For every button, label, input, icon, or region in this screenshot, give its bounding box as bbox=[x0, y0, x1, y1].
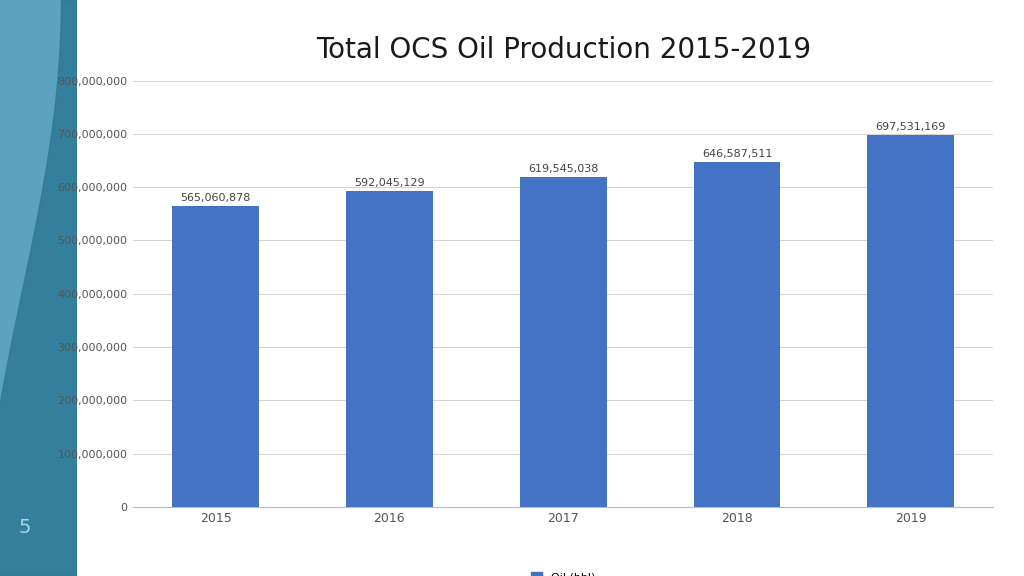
Text: 592,045,129: 592,045,129 bbox=[354, 178, 425, 188]
Bar bbox=[693, 162, 780, 507]
Title: Total OCS Oil Production 2015-2019: Total OCS Oil Production 2015-2019 bbox=[315, 36, 811, 65]
Text: 619,545,038: 619,545,038 bbox=[528, 164, 598, 173]
Text: 697,531,169: 697,531,169 bbox=[876, 122, 946, 132]
Bar bbox=[172, 206, 259, 507]
Bar bbox=[346, 191, 433, 507]
Bar bbox=[520, 177, 606, 507]
Text: 5: 5 bbox=[18, 518, 31, 536]
Polygon shape bbox=[0, 0, 77, 576]
Text: 646,587,511: 646,587,511 bbox=[701, 149, 772, 159]
Bar bbox=[867, 135, 954, 507]
Legend: Oil (bbl): Oil (bbl) bbox=[531, 572, 595, 576]
Text: 565,060,878: 565,060,878 bbox=[180, 192, 251, 203]
